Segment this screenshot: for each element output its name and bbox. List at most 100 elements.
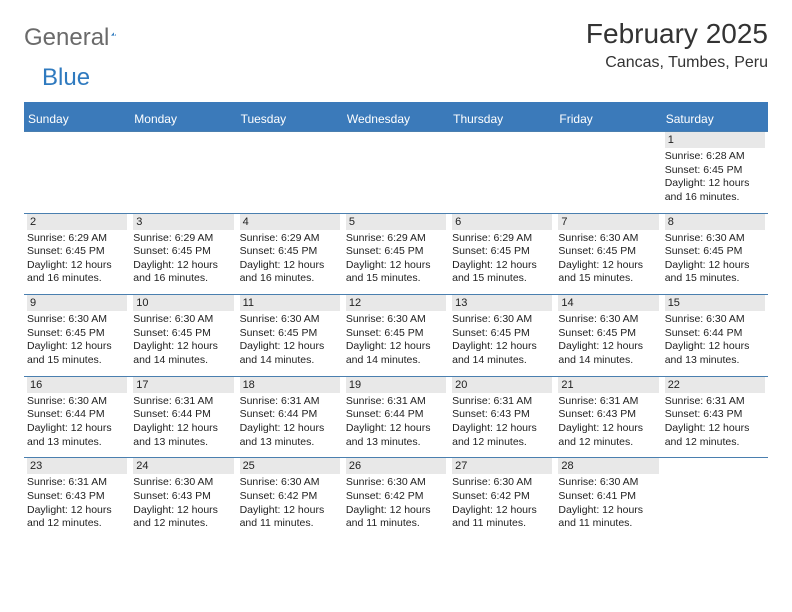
day-detail-line: Daylight: 12 hours <box>558 422 658 436</box>
day-detail-line: Sunset: 6:43 PM <box>133 490 233 504</box>
day-detail-line: Sunrise: 6:29 AM <box>133 232 233 246</box>
day-detail-line: Sunset: 6:45 PM <box>240 245 340 259</box>
day-cell: 3 Sunrise: 6:29 AMSunset: 6:45 PMDaylight… <box>130 214 236 295</box>
day-number: 24 <box>133 458 233 474</box>
day-detail-line: and 15 minutes. <box>665 272 765 286</box>
day-detail-line: and 12 minutes. <box>452 436 552 450</box>
day-details: Sunrise: 6:31 AMSunset: 6:43 PMDaylight:… <box>558 395 658 450</box>
day-number: 16 <box>27 377 127 393</box>
day-detail-line: and 12 minutes. <box>27 517 127 531</box>
day-cell: 5Sunrise: 6:29 AMSunset: 6:45 PMDaylight… <box>343 214 449 295</box>
day-detail-line: and 11 minutes. <box>346 517 446 531</box>
day-detail-line: Daylight: 12 hours <box>133 504 233 518</box>
day-detail-line: Daylight: 12 hours <box>133 422 233 436</box>
day-cell: 1Sunrise: 6:28 AMSunset: 6:45 PMDaylight… <box>662 132 768 213</box>
day-detail-line: and 12 minutes. <box>558 436 658 450</box>
day-number: 27 <box>452 458 552 474</box>
day-detail-line: Sunset: 6:45 PM <box>346 245 446 259</box>
day-details: Sunrise: 6:29 AMSunset: 6:45 PMDaylight:… <box>133 232 233 287</box>
day-details: Sunrise: 6:30 AMSunset: 6:45 PMDaylight:… <box>27 313 127 368</box>
day-detail-line: Sunset: 6:45 PM <box>240 327 340 341</box>
day-number: 3 <box>133 214 233 230</box>
day-detail-line: Sunrise: 6:31 AM <box>558 395 658 409</box>
day-detail-line: and 14 minutes. <box>133 354 233 368</box>
day-details: Sunrise: 6:31 AMSunset: 6:44 PMDaylight:… <box>240 395 340 450</box>
day-detail-line: Sunrise: 6:30 AM <box>665 232 765 246</box>
weekday-sat: Saturday <box>662 107 768 131</box>
day-detail-line: Sunset: 6:43 PM <box>558 408 658 422</box>
day-cell: 21 Sunrise: 6:31 AMSunset: 6:43 PMDayligh… <box>555 377 661 458</box>
day-detail-line: Sunrise: 6:29 AM <box>240 232 340 246</box>
day-detail-line: Sunrise: 6:30 AM <box>240 313 340 327</box>
week-row: 1Sunrise: 6:28 AMSunset: 6:45 PMDaylight… <box>24 131 768 213</box>
day-detail-line: Sunset: 6:45 PM <box>346 327 446 341</box>
day-cell: 20Sunrise: 6:31 AMSunset: 6:43 PMDayligh… <box>449 377 555 458</box>
day-detail-line: Sunrise: 6:29 AM <box>27 232 127 246</box>
weekday-wed: Wednesday <box>343 107 449 131</box>
day-detail-line: Sunset: 6:44 PM <box>346 408 446 422</box>
day-detail-line: Sunset: 6:43 PM <box>27 490 127 504</box>
day-details: Sunrise: 6:30 AMSunset: 6:45 PMDaylight:… <box>452 313 552 368</box>
week-row: 16Sunrise: 6:30 AMSunset: 6:44 PMDayligh… <box>24 376 768 458</box>
brand-general: General <box>24 24 109 52</box>
day-detail-line: Daylight: 12 hours <box>346 340 446 354</box>
day-detail-line: Sunset: 6:45 PM <box>452 245 552 259</box>
day-detail-line: and 15 minutes. <box>452 272 552 286</box>
week-row: 9Sunrise: 6:30 AMSunset: 6:45 PMDaylight… <box>24 294 768 376</box>
day-detail-line: Daylight: 12 hours <box>558 259 658 273</box>
day-number: 25 <box>240 458 340 474</box>
day-number: 12 <box>346 295 446 311</box>
day-detail-line: and 12 minutes. <box>133 517 233 531</box>
day-detail-line: Sunrise: 6:30 AM <box>240 476 340 490</box>
day-cell: 19Sunrise: 6:31 AMSunset: 6:44 PMDayligh… <box>343 377 449 458</box>
day-detail-line: Sunrise: 6:29 AM <box>346 232 446 246</box>
day-detail-line: Daylight: 12 hours <box>133 259 233 273</box>
day-detail-line: Sunset: 6:42 PM <box>240 490 340 504</box>
day-number: 14 <box>558 295 658 311</box>
day-detail-line: Daylight: 12 hours <box>346 259 446 273</box>
day-number: 15 <box>665 295 765 311</box>
day-details: Sunrise: 6:29 AMSunset: 6:45 PMDaylight:… <box>27 232 127 287</box>
day-cell: 12 Sunrise: 6:30 AMSunset: 6:45 PMDayligh… <box>343 295 449 376</box>
day-cell: 24Sunrise: 6:30 AMSunset: 6:43 PMDayligh… <box>130 458 236 539</box>
calendar-page: General February 2025 Cancas, Tumbes, Pe… <box>0 0 792 539</box>
day-detail-line: Daylight: 12 hours <box>346 422 446 436</box>
day-details: Sunrise: 6:31 AMSunset: 6:44 PMDaylight:… <box>346 395 446 450</box>
day-details: Sunrise: 6:29 AMSunset: 6:45 PMDaylight:… <box>346 232 446 287</box>
day-detail-line: Daylight: 12 hours <box>452 422 552 436</box>
day-detail-line: Sunrise: 6:29 AM <box>452 232 552 246</box>
day-detail-line: Sunrise: 6:30 AM <box>27 395 127 409</box>
day-detail-line: and 14 minutes. <box>240 354 340 368</box>
day-detail-line: Daylight: 12 hours <box>558 340 658 354</box>
day-number: 1 <box>665 132 765 148</box>
day-cell: 22Sunrise: 6:31 AMSunset: 6:43 PMDayligh… <box>662 377 768 458</box>
day-detail-line: Daylight: 12 hours <box>665 177 765 191</box>
day-detail-line: and 12 minutes. <box>665 436 765 450</box>
day-detail-line: Sunset: 6:45 PM <box>133 245 233 259</box>
day-number: 22 <box>665 377 765 393</box>
day-detail-line: Sunset: 6:45 PM <box>452 327 552 341</box>
day-cell <box>24 132 130 213</box>
day-cell: 25Sunrise: 6:30 AMSunset: 6:42 PMDayligh… <box>237 458 343 539</box>
day-detail-line: Sunset: 6:45 PM <box>27 245 127 259</box>
day-detail-line: Sunset: 6:44 PM <box>27 408 127 422</box>
day-detail-line: Sunrise: 6:30 AM <box>346 476 446 490</box>
day-detail-line: and 14 minutes. <box>558 354 658 368</box>
weekday-fri: Friday <box>555 107 661 131</box>
day-cell: 28Sunrise: 6:30 AMSunset: 6:41 PMDayligh… <box>555 458 661 539</box>
weekday-tue: Tuesday <box>237 107 343 131</box>
weekday-mon: Monday <box>130 107 236 131</box>
day-detail-line: Sunset: 6:45 PM <box>558 245 658 259</box>
day-details: Sunrise: 6:30 AMSunset: 6:45 PMDaylight:… <box>346 313 446 368</box>
brand-sail-icon <box>111 25 116 43</box>
day-cell: 4Sunrise: 6:29 AMSunset: 6:45 PMDaylight… <box>237 214 343 295</box>
day-detail-line: Sunset: 6:45 PM <box>133 327 233 341</box>
calendar-grid: 1Sunrise: 6:28 AMSunset: 6:45 PMDaylight… <box>24 131 768 539</box>
day-detail-line: Daylight: 12 hours <box>665 259 765 273</box>
day-number: 21 <box>558 377 658 393</box>
day-cell: 11Sunrise: 6:30 AMSunset: 6:45 PMDayligh… <box>237 295 343 376</box>
day-detail-line: and 16 minutes. <box>133 272 233 286</box>
day-detail-line: Sunset: 6:41 PM <box>558 490 658 504</box>
day-detail-line: Sunrise: 6:31 AM <box>27 476 127 490</box>
day-number: 7 <box>558 214 658 230</box>
